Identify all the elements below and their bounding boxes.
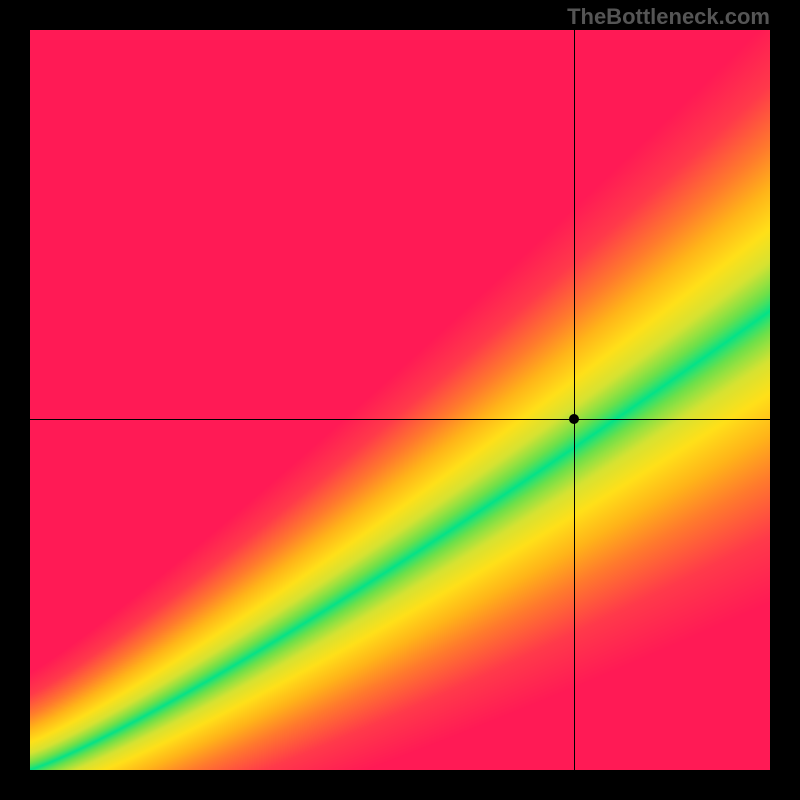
bottleneck-heatmap-canvas: [30, 30, 770, 770]
crosshair-horizontal: [30, 419, 770, 420]
marker-dot: [569, 414, 579, 424]
crosshair-vertical: [574, 30, 575, 770]
watermark-text: TheBottleneck.com: [567, 4, 770, 30]
plot-area: [30, 30, 770, 770]
